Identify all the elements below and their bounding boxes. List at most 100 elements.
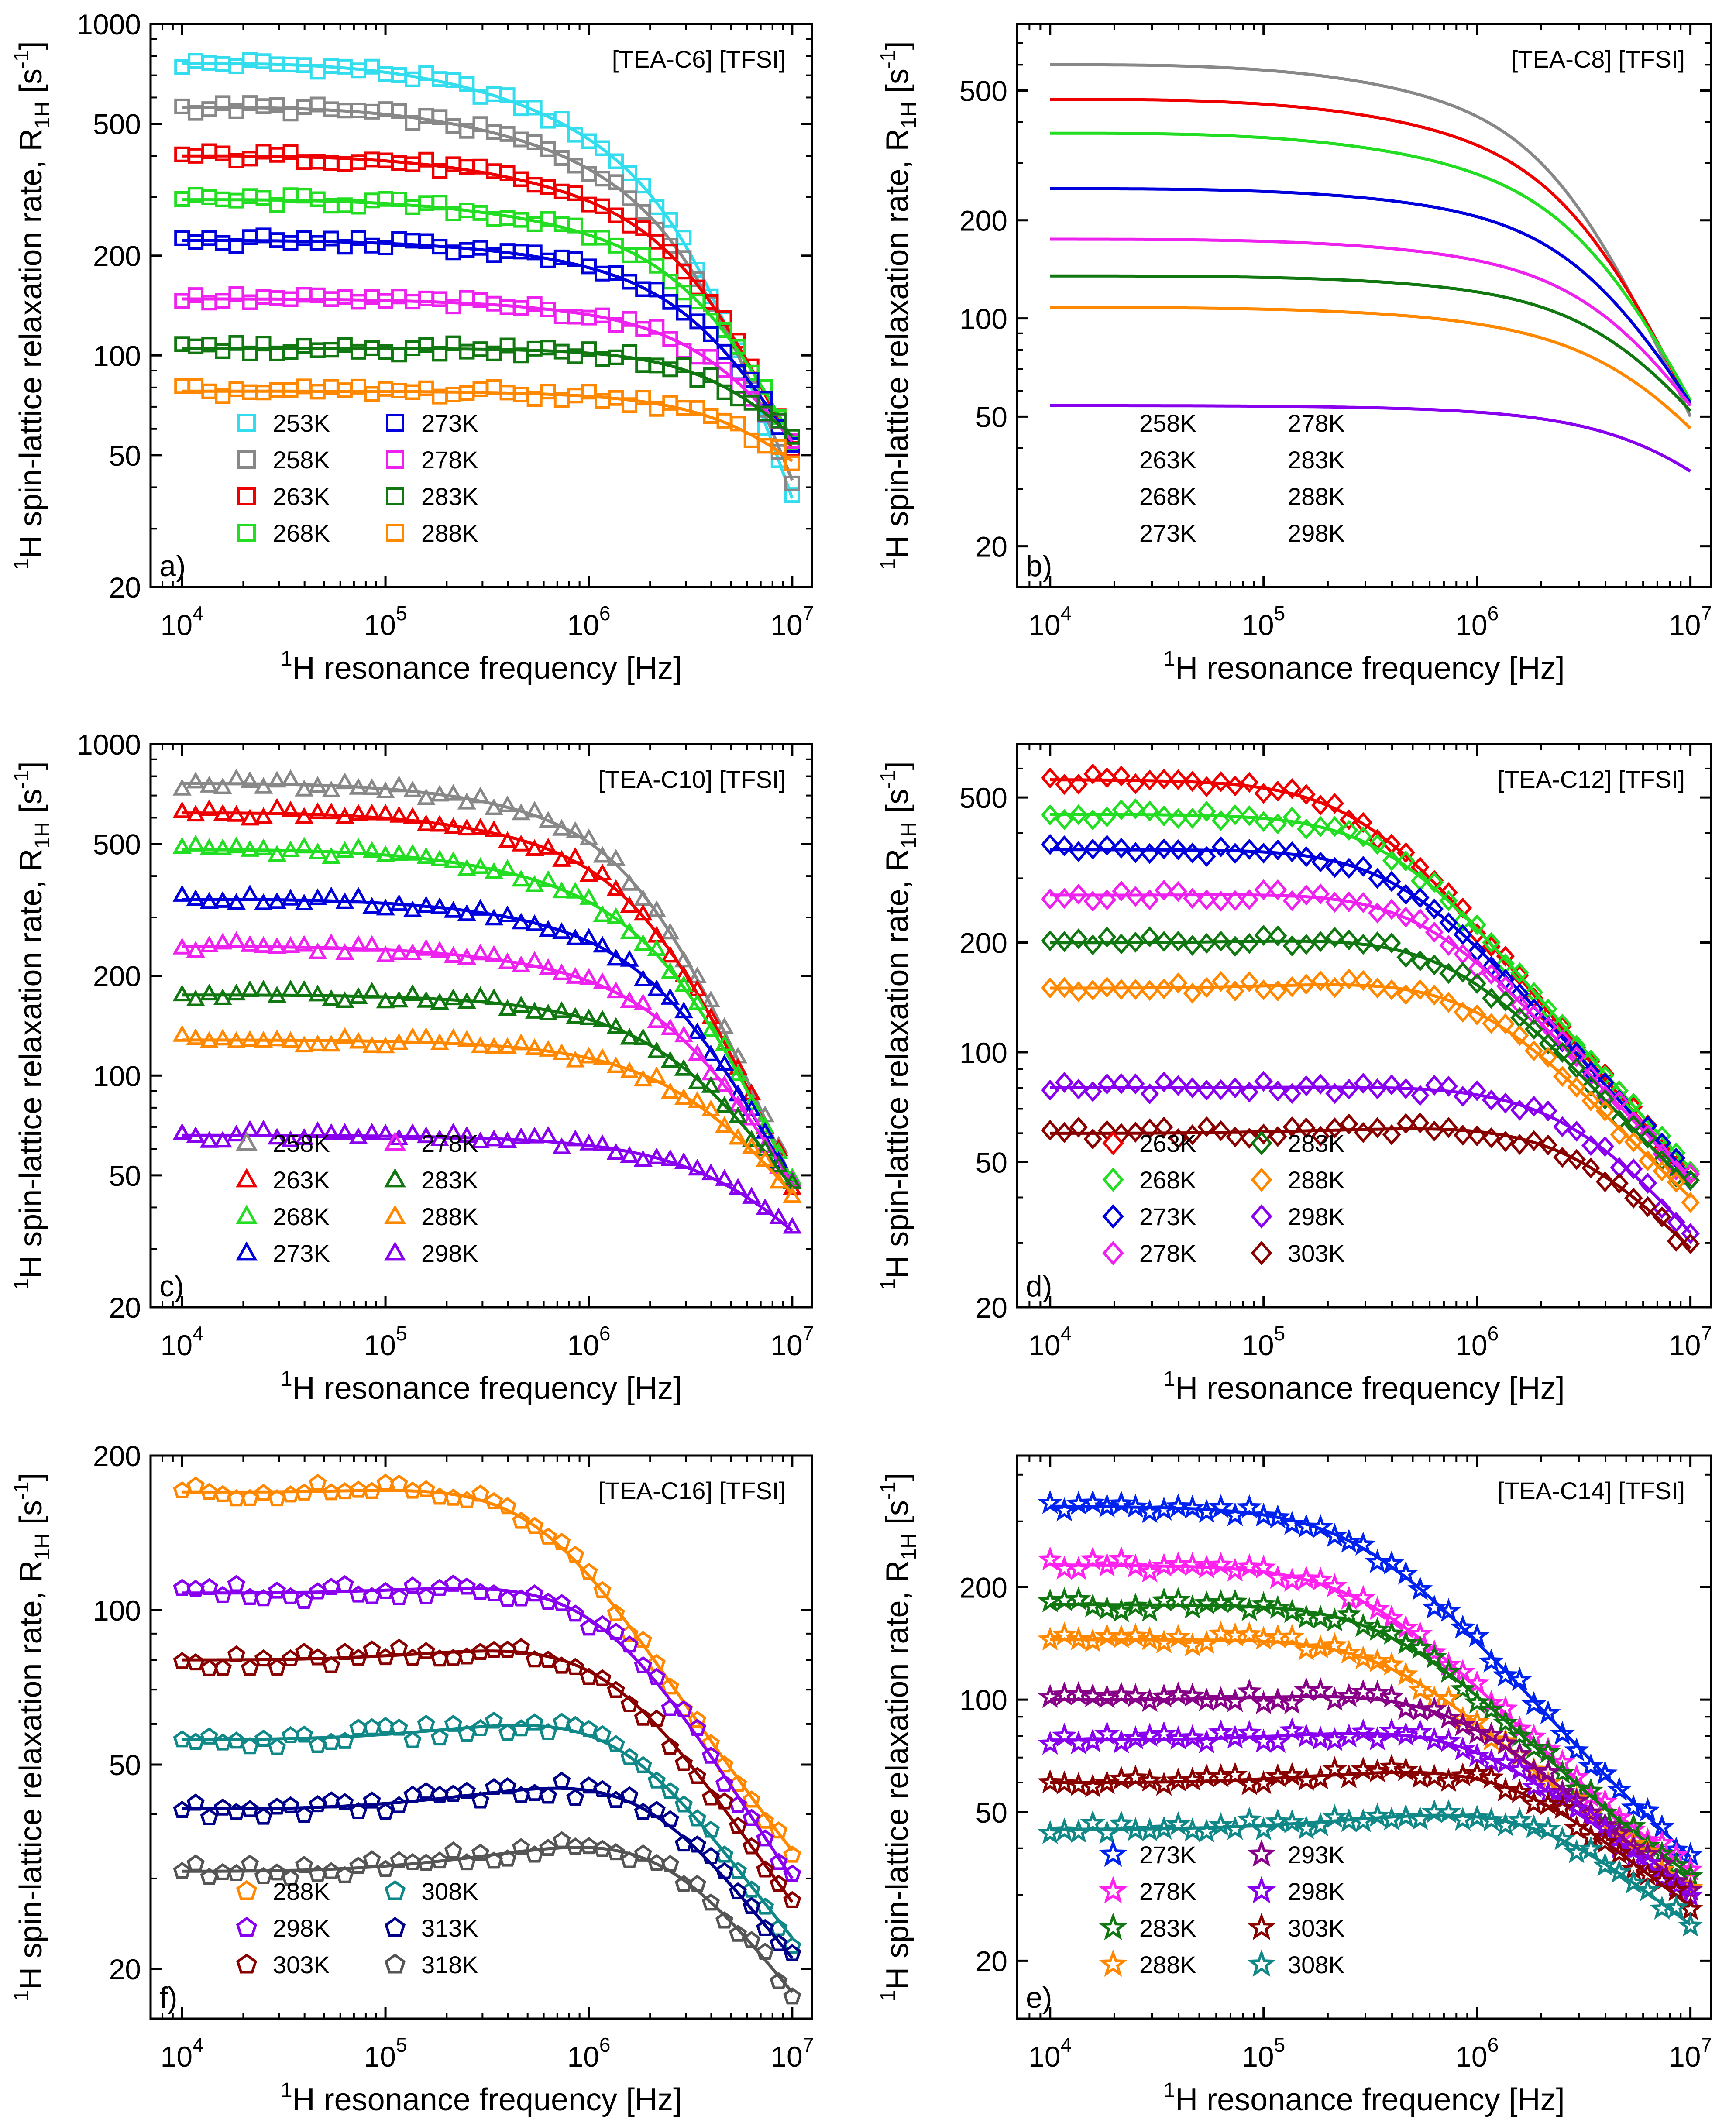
data-point-313K [593, 1780, 612, 1797]
data-point-258K [525, 801, 544, 818]
data-point-298K [335, 1123, 354, 1140]
data-point-288K [432, 388, 448, 405]
data-point-288K [567, 388, 583, 404]
data-point-298K [552, 1137, 571, 1154]
data-point-308K [268, 1738, 286, 1755]
data-point-283K [443, 988, 463, 1006]
data-point-308K [539, 1723, 557, 1740]
data-point-273K [1393, 1560, 1419, 1585]
data-point-283K [539, 1003, 558, 1020]
data-point-303K [1197, 1116, 1216, 1137]
data-point-313K [498, 1777, 517, 1795]
legend-marker-283K [384, 1168, 406, 1188]
data-point-283K [486, 345, 502, 361]
data-point-278K [281, 936, 300, 953]
data-point-273K [1155, 838, 1173, 860]
data-point-268K [443, 851, 463, 868]
data-point-303K [647, 1709, 666, 1727]
data-point-298K [322, 1123, 341, 1140]
data-point-303K [1667, 1230, 1686, 1252]
data-point-303K [1311, 1126, 1330, 1147]
data-point-298K [607, 1622, 625, 1640]
y-tick-label: 100 [93, 1060, 141, 1092]
data-point-273K [213, 891, 232, 908]
data-point-273K [362, 896, 382, 914]
data-point-303K [701, 1788, 720, 1806]
data-point-298K [1222, 1724, 1248, 1749]
data-point-298K [172, 1123, 192, 1140]
data-point-298K [526, 1584, 544, 1602]
data-point-283K [1322, 1607, 1348, 1632]
data-point-293K [1208, 1686, 1234, 1710]
data-point-288K [1436, 1685, 1461, 1710]
data-point-273K [1336, 1528, 1362, 1553]
data-point-298K [606, 1143, 626, 1160]
data-point-308K [1478, 1807, 1504, 1831]
data-point-288K [213, 1028, 232, 1046]
data-point-283K [1439, 963, 1458, 984]
data-point-273K [1108, 1490, 1134, 1515]
data-point-283K [770, 412, 787, 429]
data-point-303K [539, 1650, 557, 1668]
data-point-278K [471, 943, 490, 961]
data-point-258K [254, 777, 273, 794]
data-point-303K [295, 1642, 313, 1660]
data-point-278K [484, 945, 504, 962]
data-point-268K [1211, 810, 1231, 831]
data-point-313K [688, 1835, 707, 1853]
data-point-253K [540, 113, 556, 129]
data-point-283K [1567, 1057, 1586, 1079]
data-point-288K [362, 1036, 382, 1053]
data-point-303K [281, 1649, 300, 1667]
data-point-283K [376, 991, 395, 1009]
data-point-313K [566, 1788, 584, 1806]
data-point-278K [1396, 907, 1415, 928]
fit-line-298K [1050, 404, 1691, 473]
data-point-288K [309, 1473, 327, 1491]
data-point-263K [662, 244, 678, 260]
y-tick-label: 200 [93, 240, 141, 272]
data-point-268K [1155, 805, 1173, 827]
data-point-308K [336, 1731, 354, 1749]
data-point-278K [1482, 963, 1501, 985]
data-point-298K [199, 1131, 219, 1148]
data-point-303K [1524, 1130, 1543, 1151]
data-point-263K [335, 807, 354, 824]
data-point-278K [1251, 1554, 1276, 1579]
data-point-283K [1251, 1591, 1276, 1615]
data-point-278K [1080, 1546, 1106, 1570]
data-point-283K [1055, 931, 1074, 952]
data-point-263K [1354, 812, 1373, 833]
data-point-263K [389, 806, 409, 823]
data-point-273K [227, 893, 246, 910]
data-point-268K [281, 840, 300, 857]
legend-label: 298K [421, 1240, 478, 1267]
data-point-313K [349, 1802, 368, 1819]
data-point-273K [1421, 1594, 1447, 1619]
data-point-318K [322, 1862, 340, 1879]
fit-line-283K [182, 993, 794, 1188]
data-point-293K [1094, 1684, 1120, 1708]
plot-frame [1016, 1454, 1712, 2020]
data-point-298K [1169, 1075, 1188, 1096]
data-point-283K [1621, 1813, 1647, 1837]
data-point-273K [172, 885, 192, 902]
data-point-273K [660, 988, 680, 1005]
data-point-288K [1311, 970, 1330, 992]
data-point-258K [296, 99, 312, 115]
data-point-288K [1336, 1639, 1362, 1664]
data-point-273K [1112, 838, 1131, 859]
plot-frame [1016, 23, 1712, 588]
data-point-288K [688, 1710, 707, 1728]
data-point-318K [593, 1840, 612, 1857]
data-point-268K [579, 888, 598, 905]
data-point-288K [566, 1051, 585, 1068]
data-point-273K [1578, 1753, 1604, 1777]
data-point-283K [484, 988, 504, 1005]
data-point-288K [471, 1484, 490, 1502]
data-point-263K [242, 151, 258, 167]
data-point-273K [1083, 838, 1102, 860]
chart-panel-d: 104 105 106 107 20 50 100 200 500 1H resonance fr… [877, 743, 1712, 1406]
legend-label: 263K [273, 483, 330, 510]
data-point-298K [1108, 1729, 1134, 1754]
